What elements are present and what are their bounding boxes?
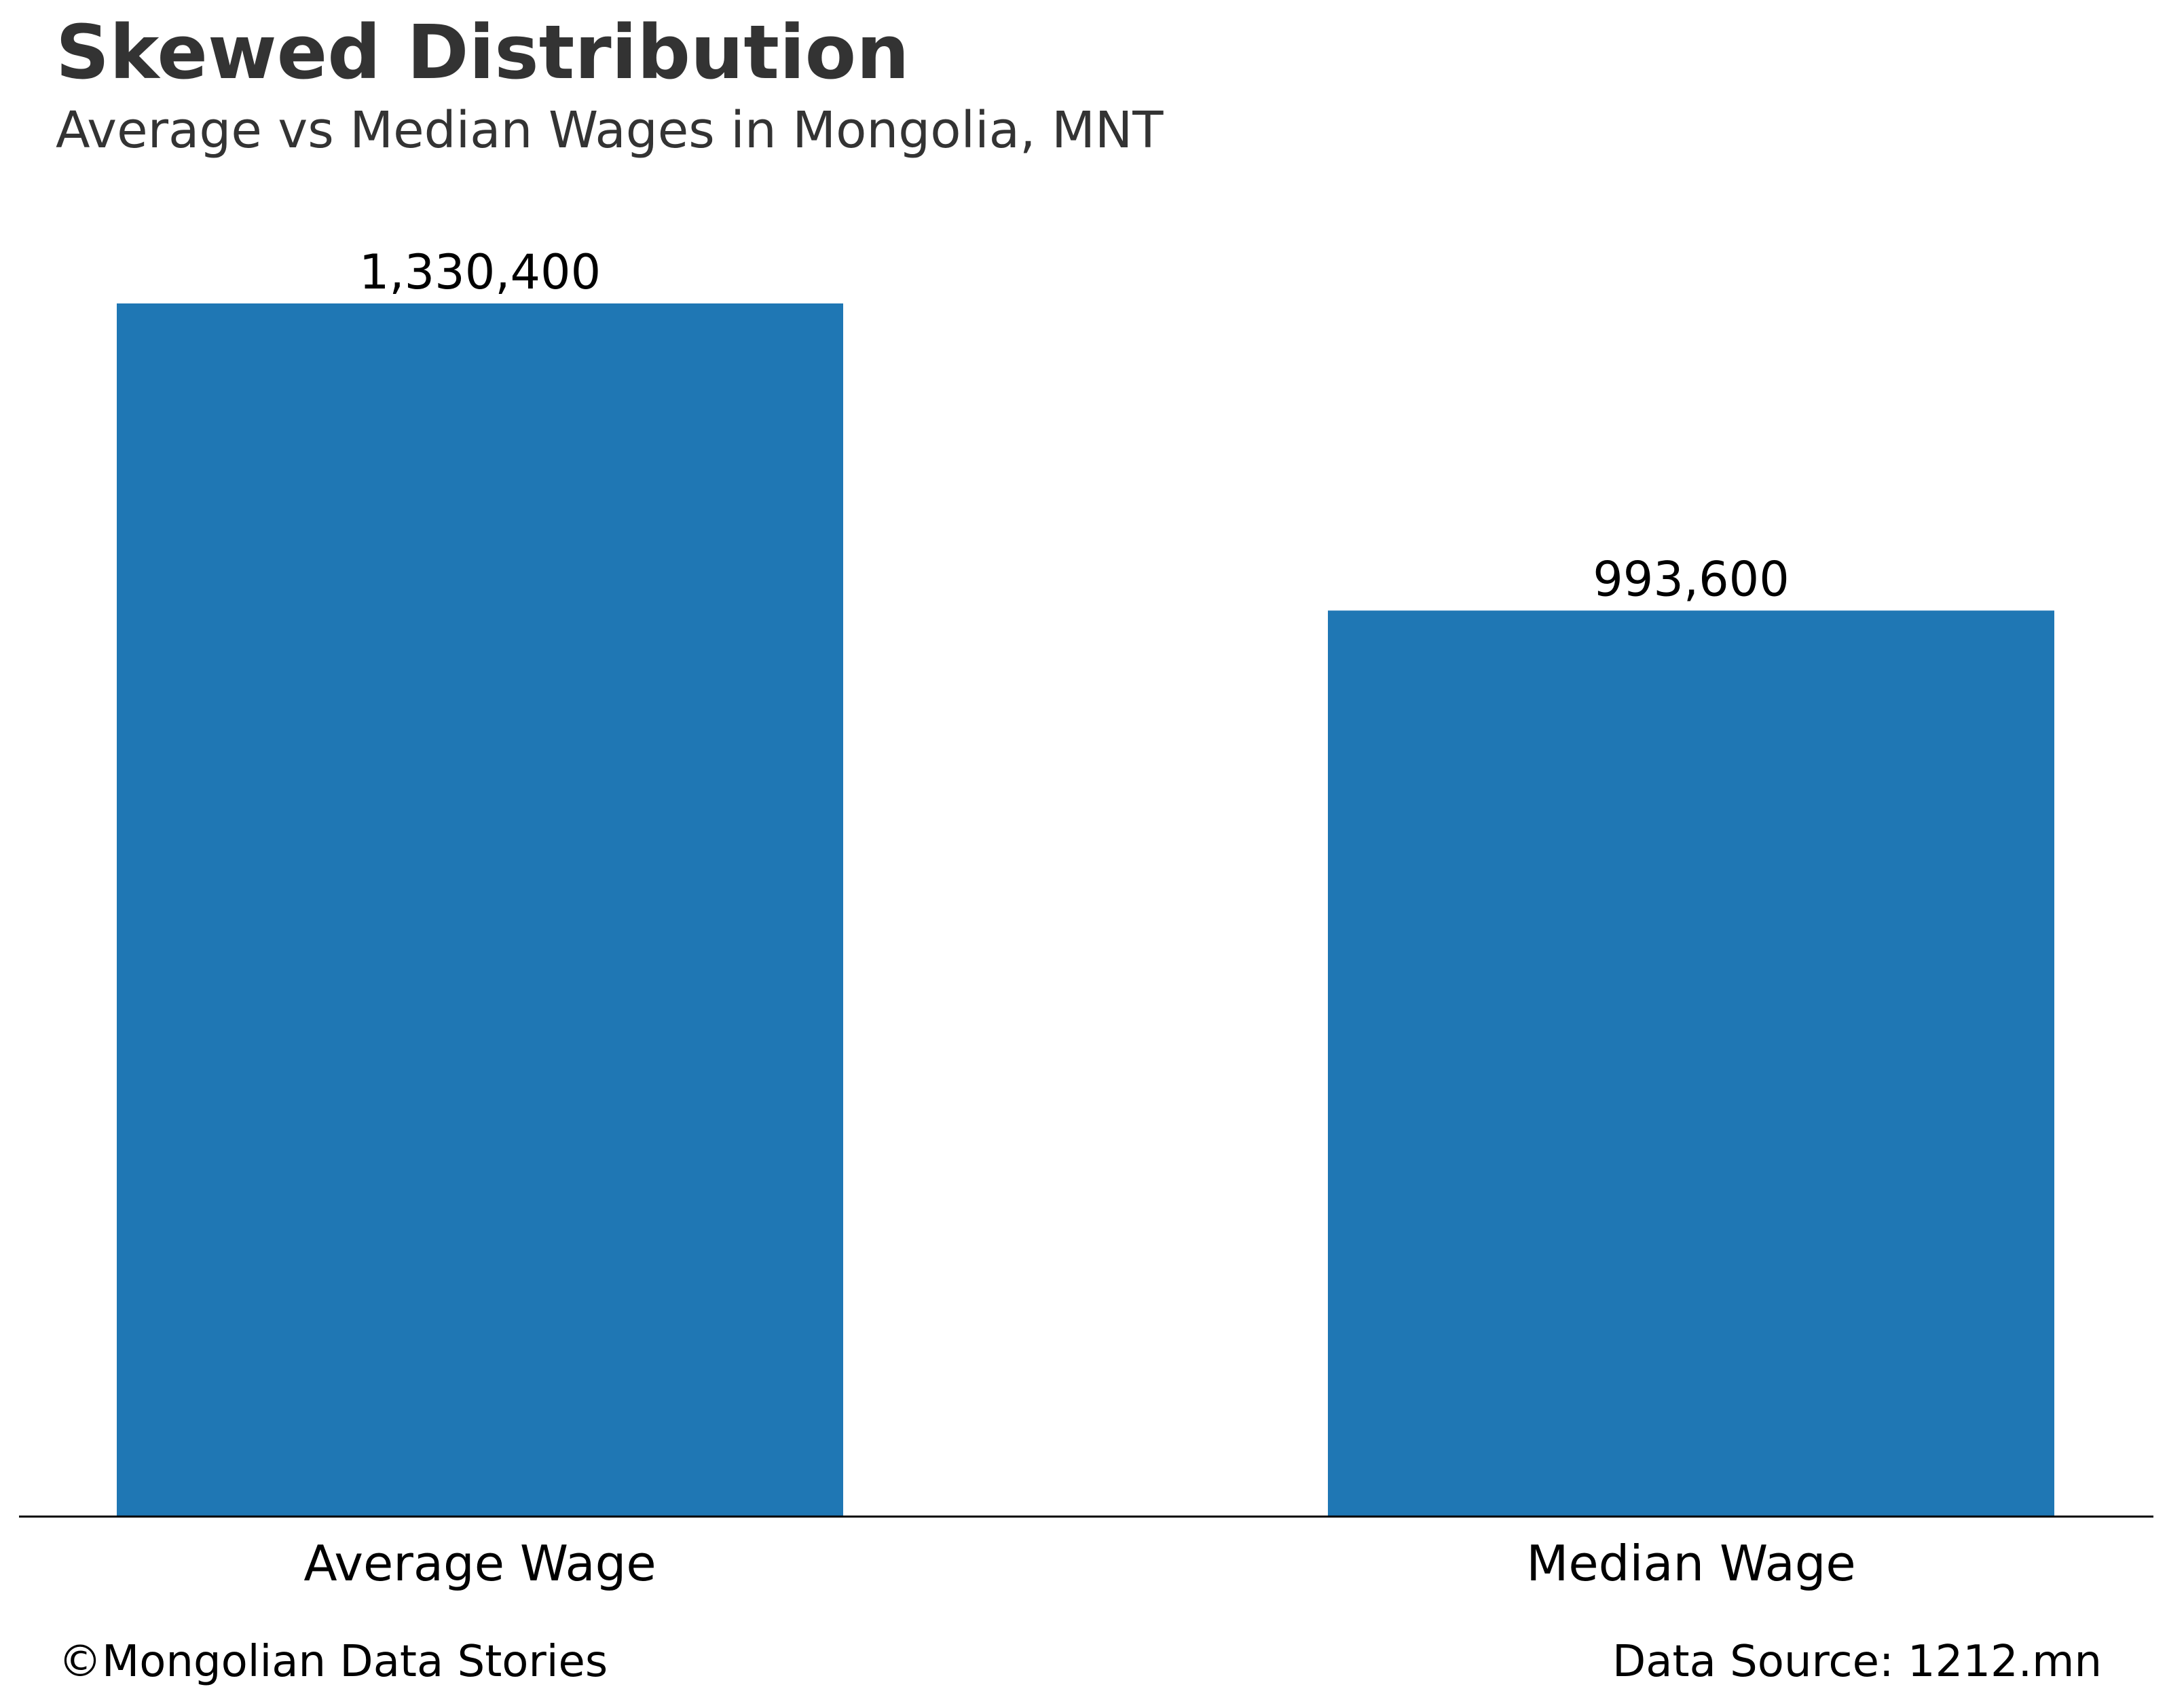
chart-subtitle: Average vs Median Wages in Mongolia, MNT bbox=[56, 101, 1164, 160]
x-tick-label-2: Median Wage bbox=[1526, 1535, 1855, 1592]
x-tick-label-1: Average Wage bbox=[303, 1535, 656, 1592]
bar-1 bbox=[117, 303, 843, 1517]
data-source-note: Data Source: 1212.mn bbox=[1612, 1637, 2102, 1687]
data-label-2: 993,600 bbox=[1593, 551, 1789, 607]
data-label-1: 1,330,400 bbox=[359, 244, 601, 300]
chart-title: Skewed Distribution bbox=[56, 9, 910, 96]
copyright-credit: ©Mongolian Data Stories bbox=[58, 1637, 608, 1687]
bar-2 bbox=[1328, 610, 2054, 1517]
